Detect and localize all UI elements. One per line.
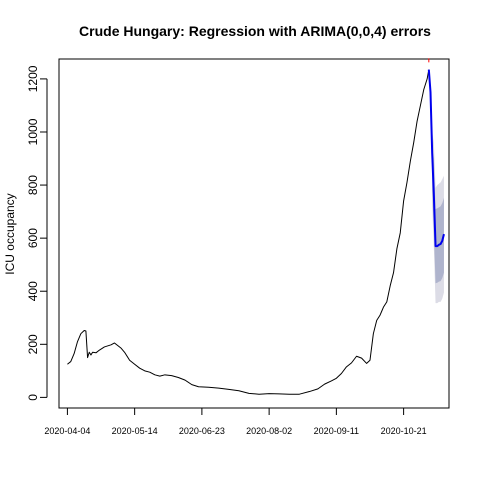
y-tick-label: 0 xyxy=(26,394,40,401)
x-tick-label: 2020-04-04 xyxy=(44,426,90,436)
chart-title: Crude Hungary: Regression with ARIMA(0,0… xyxy=(79,23,431,39)
y-axis-label: ICU occupancy xyxy=(3,193,17,274)
y-tick-label: 1000 xyxy=(26,118,40,145)
y-tick-label: 600 xyxy=(26,228,40,248)
y-axis: 0 200 400 600 800 1000 1200 xyxy=(26,65,47,400)
y-tick-label: 800 xyxy=(26,175,40,195)
y-tick-label: 1200 xyxy=(26,65,40,92)
series-lines xyxy=(67,58,444,394)
x-axis: 2020-04-04 2020-05-14 2020-06-23 2020-08-02… xyxy=(44,408,426,436)
y-tick-label: 400 xyxy=(26,281,40,301)
x-tick-label: 2020-05-14 xyxy=(112,426,158,436)
x-tick-label: 2020-08-02 xyxy=(246,426,292,436)
x-tick-label: 2020-10-21 xyxy=(381,426,427,436)
y-tick-label: 200 xyxy=(26,334,40,354)
plot-frame xyxy=(59,59,449,408)
x-tick-label: 2020-06-23 xyxy=(179,426,225,436)
series-line-observed xyxy=(67,70,428,395)
x-tick-label: 2020-09-11 xyxy=(314,426,359,436)
